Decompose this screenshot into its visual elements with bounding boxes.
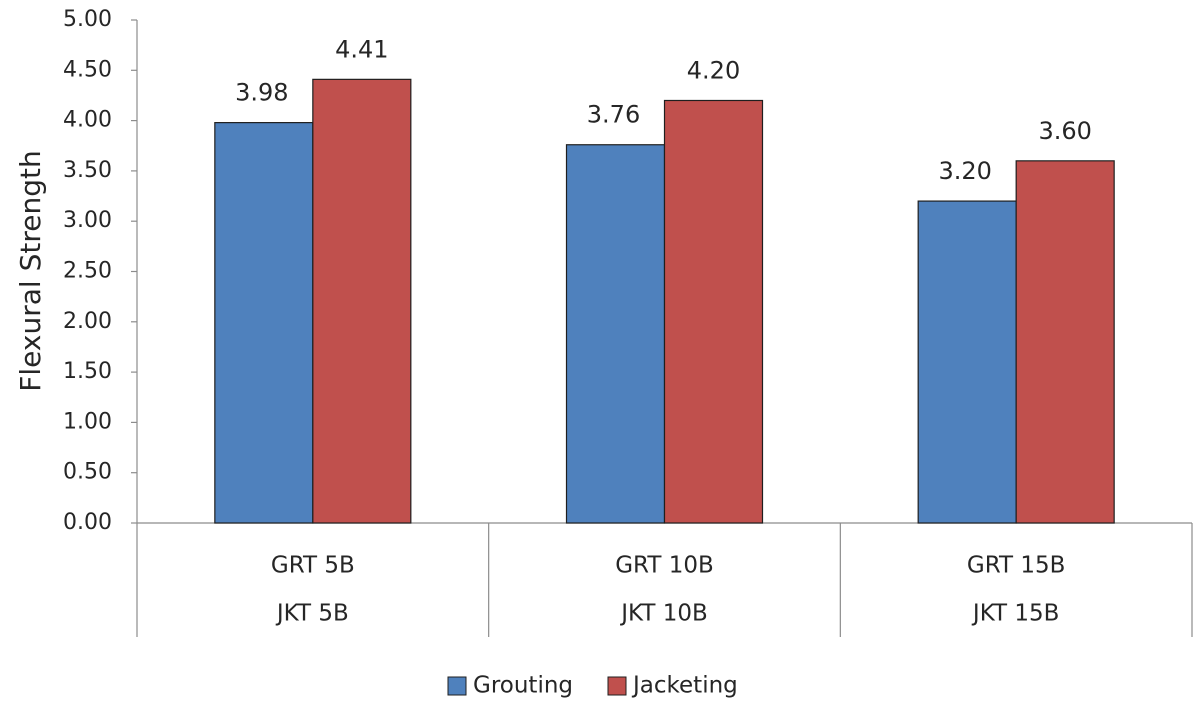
legend-label: Grouting <box>473 673 573 699</box>
data-label: 3.60 <box>1038 117 1091 145</box>
bar-jacketing <box>1015 160 1115 524</box>
category-label: GRT 5B <box>271 553 355 579</box>
category-label: JKT 15B <box>971 601 1060 627</box>
data-label: 3.76 <box>587 101 640 129</box>
legend: Grouting Jacketing <box>447 673 738 699</box>
y-tick-label: 0.50 <box>63 460 112 485</box>
category-label: GRT 15B <box>967 553 1066 579</box>
data-label: 3.98 <box>235 79 288 107</box>
y-tick-label: 3.00 <box>63 208 112 233</box>
y-axis-label: Flexural Strength <box>14 150 47 391</box>
y-tick-label: 1.50 <box>63 359 112 384</box>
plot-area: 0.00 0.50 1.00 1.50 2.00 2.50 3.00 3.50 4.00 4.50… <box>63 7 1193 637</box>
y-tick-label: 2.50 <box>63 259 112 284</box>
y-tick-label: 3.50 <box>63 158 112 183</box>
category-label: GRT 10B <box>615 553 714 579</box>
y-tick-label: 2.00 <box>63 309 112 334</box>
y-tick-label: 0.00 <box>63 510 112 535</box>
category-label: JKT 5B <box>275 601 349 627</box>
bar-grouting <box>917 200 1017 524</box>
y-tick-label: 1.00 <box>63 409 112 434</box>
bar-grouting <box>565 144 666 524</box>
bar-jacketing <box>663 99 764 524</box>
bar-jacketing <box>312 78 412 524</box>
y-tick-label: 4.00 <box>63 108 112 133</box>
legend-swatch-jacketing <box>607 676 627 696</box>
data-label: 4.41 <box>335 35 388 63</box>
y-tick-label: 5.00 <box>63 7 112 32</box>
legend-swatch-grouting <box>447 676 467 696</box>
data-label: 4.20 <box>687 56 740 84</box>
legend-label: Jacketing <box>631 673 738 699</box>
data-label: 3.20 <box>938 157 991 185</box>
category-label: JKT 10B <box>619 601 708 627</box>
y-tick-label: 4.50 <box>63 57 112 82</box>
bar-grouting <box>214 122 314 524</box>
